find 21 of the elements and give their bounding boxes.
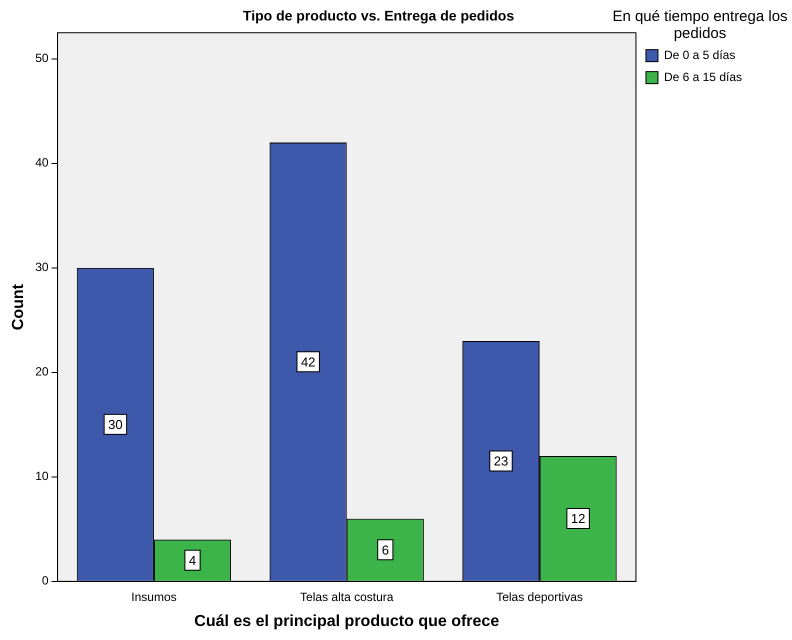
legend-title: En qué tiempo entrega los pedidos bbox=[611, 8, 789, 42]
x-axis-title: Cuál es el principal producto que ofrece bbox=[194, 612, 500, 630]
y-axis-title: Count bbox=[10, 283, 28, 330]
y-tick-label: 50 bbox=[35, 51, 49, 66]
data-label: 6 bbox=[382, 542, 389, 558]
y-tick-label: 0 bbox=[42, 574, 49, 588]
data-label: 12 bbox=[570, 511, 586, 526]
data-label: 42 bbox=[300, 354, 316, 370]
y-tick-label: 10 bbox=[35, 469, 49, 484]
y-tick-label: 30 bbox=[35, 260, 49, 274]
y-tick-label: 40 bbox=[35, 156, 49, 170]
data-label: 23 bbox=[494, 454, 508, 469]
chart-title: Tipo de producto vs. Entrega de pedidos bbox=[242, 7, 514, 24]
y-tick-label: 20 bbox=[35, 364, 49, 379]
x-tick-label: Telas deportivas bbox=[496, 590, 583, 604]
legend-label: De 6 a 15 días bbox=[664, 70, 742, 84]
x-tick-label: Insumos bbox=[131, 590, 177, 604]
data-label: 30 bbox=[108, 416, 123, 432]
x-tick-label: Telas alta costura bbox=[300, 590, 394, 604]
data-label: 4 bbox=[188, 552, 196, 568]
legend-label: De 0 a 5 días bbox=[664, 48, 736, 62]
